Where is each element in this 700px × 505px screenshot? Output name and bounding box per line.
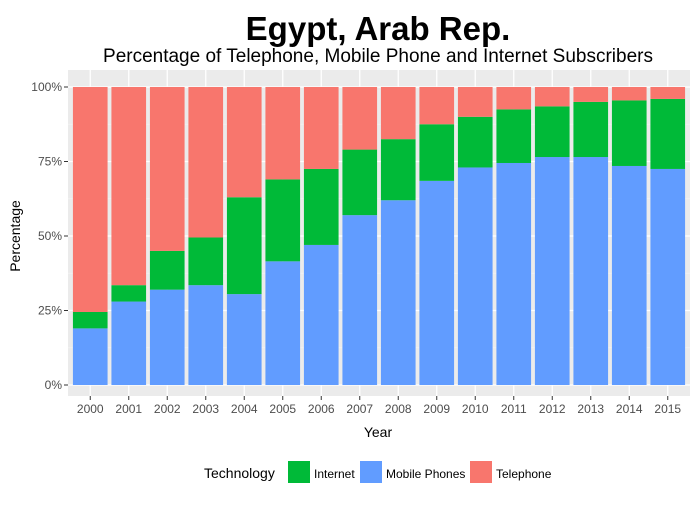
bar-telephone-2004	[226, 87, 262, 198]
bar-internet-2009	[419, 124, 455, 181]
x-tick-label-2012: 2012	[539, 402, 566, 416]
bar-mobile-phones-2010	[457, 167, 493, 385]
y-tick-label: 50%	[38, 229, 62, 243]
bar-mobile-phones-2014	[611, 165, 647, 385]
bar-mobile-phones-2000	[72, 328, 108, 385]
bar-internet-2004	[226, 197, 262, 295]
bar-mobile-phones-2012	[534, 157, 570, 385]
legend: Technology Internet Mobile Phones Telephone	[204, 461, 552, 483]
bar-mobile-phones-2006	[303, 244, 339, 385]
bar-telephone-2006	[303, 87, 339, 169]
bar-mobile-phones-2015	[650, 168, 686, 385]
bar-internet-2002	[149, 250, 185, 290]
x-tick-label-2004: 2004	[231, 402, 258, 416]
bar-mobile-phones-2005	[265, 261, 301, 385]
y-axis-label: Percentage	[7, 200, 23, 272]
bar-internet-2013	[573, 101, 609, 158]
bar-mobile-phones-2008	[380, 200, 416, 385]
legend-label-telephone: Telephone	[496, 467, 552, 481]
x-tick-label-2008: 2008	[385, 402, 412, 416]
bar-internet-2015	[650, 98, 686, 169]
y-tick-label: 100%	[31, 80, 62, 94]
bar-internet-2007	[342, 149, 378, 216]
bar-telephone-2010	[457, 87, 493, 117]
bar-mobile-phones-2007	[342, 215, 378, 385]
bar-internet-2008	[380, 139, 416, 201]
chart-title: Egypt, Arab Rep.	[246, 10, 511, 47]
y-tick-label: 25%	[38, 304, 62, 318]
x-tick-label-2000: 2000	[77, 402, 104, 416]
x-tick-label-2015: 2015	[654, 402, 681, 416]
bar-telephone-2014	[611, 87, 647, 101]
x-tick-label-2002: 2002	[154, 402, 181, 416]
bar-internet-2014	[611, 100, 647, 166]
bar-mobile-phones-2013	[573, 157, 609, 385]
x-axis-label: Year	[364, 424, 393, 440]
bar-telephone-2011	[496, 87, 532, 110]
y-tick-label: 0%	[45, 378, 63, 392]
bar-telephone-2008	[380, 87, 416, 140]
bar-internet-2000	[72, 311, 108, 329]
x-tick-label-2011: 2011	[501, 402, 527, 416]
legend-key-mobile-phones	[360, 461, 382, 483]
legend-key-telephone	[470, 461, 492, 483]
bar-internet-2003	[188, 237, 224, 286]
bar-mobile-phones-2002	[149, 289, 185, 385]
bar-internet-2012	[534, 106, 570, 158]
x-tick-label-2014: 2014	[616, 402, 643, 416]
legend-label-mobile-phones: Mobile Phones	[386, 467, 465, 481]
legend-title: Technology	[204, 465, 275, 481]
bar-telephone-2001	[111, 87, 147, 286]
legend-key-internet	[288, 461, 310, 483]
bar-telephone-2003	[188, 87, 224, 238]
chart-subtitle: Percentage of Telephone, Mobile Phone an…	[103, 46, 653, 67]
bar-telephone-2005	[265, 87, 301, 180]
bar-telephone-2015	[650, 87, 686, 99]
x-tick-label-2007: 2007	[346, 402, 373, 416]
bar-telephone-2002	[149, 87, 185, 251]
bar-internet-2006	[303, 168, 339, 245]
bar-internet-2011	[496, 109, 532, 163]
bar-telephone-2012	[534, 87, 570, 107]
bars-group	[72, 87, 686, 385]
legend-label-internet: Internet	[314, 467, 355, 481]
x-tick-label-2006: 2006	[308, 402, 335, 416]
bar-internet-2005	[265, 179, 301, 262]
bar-mobile-phones-2003	[188, 285, 224, 385]
x-tick-label-2003: 2003	[192, 402, 219, 416]
bar-telephone-2013	[573, 87, 609, 102]
bar-telephone-2007	[342, 87, 378, 150]
y-tick-label: 75%	[38, 155, 62, 169]
bar-telephone-2000	[72, 87, 108, 312]
y-axis: 0% 25% 50% 75% 100%	[31, 80, 68, 392]
bar-telephone-2009	[419, 87, 455, 125]
bar-mobile-phones-2011	[496, 162, 532, 385]
bar-mobile-phones-2004	[226, 294, 262, 385]
x-tick-label-2010: 2010	[462, 402, 489, 416]
x-tick-label-2005: 2005	[269, 402, 296, 416]
bar-mobile-phones-2009	[419, 180, 455, 385]
x-tick-label-2001: 2001	[115, 402, 142, 416]
x-axis: 2000 2001 2002 2003 2004 2005 2006 2007 2008 2009…	[77, 396, 681, 416]
bar-internet-2001	[111, 285, 147, 302]
bar-mobile-phones-2001	[111, 301, 147, 385]
x-tick-label-2009: 2009	[423, 402, 450, 416]
x-tick-label-2013: 2013	[577, 402, 604, 416]
bar-internet-2010	[457, 116, 493, 168]
